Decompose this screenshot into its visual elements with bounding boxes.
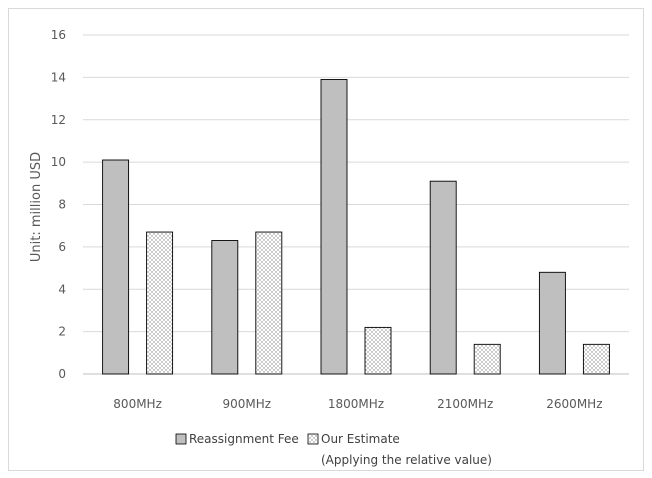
- bar-reassignment-fee: [102, 159, 130, 375]
- y-tick-label: 6: [58, 240, 66, 254]
- legend-label-our-estimate: Our Estimate: [321, 432, 400, 446]
- y-axis-label: Unit: million USD: [29, 152, 44, 262]
- bar-reassignment-fee: [538, 271, 566, 375]
- bar-our-estimate: [364, 326, 392, 375]
- legend-label-our-estimate-line2: (Applying the relative value): [321, 453, 492, 467]
- y-tick-label: 14: [51, 70, 66, 84]
- bar-our-estimate: [146, 231, 174, 375]
- bars: [102, 79, 610, 375]
- x-axis-ticks: 800MHz 900MHz 1800MHz 2100MHz 2600MHz: [113, 397, 602, 411]
- bar-reassignment-fee: [320, 79, 348, 375]
- y-axis-ticks: 0 2 4 6 8 10 12 14 16: [51, 28, 66, 381]
- bar-our-estimate: [582, 343, 610, 375]
- y-tick-label: 2: [58, 325, 66, 339]
- y-tick-label: 12: [51, 113, 66, 127]
- legend-label-reassignment-fee: Reassignment Fee: [189, 432, 299, 446]
- chart-frame: 0 2 4 6 8 10 12 14 16 800MHz 900MHz 1800MHz 2100MHz…: [8, 8, 644, 471]
- legend-swatch-our-estimate: [307, 433, 319, 445]
- y-tick-label: 0: [58, 367, 66, 381]
- bar-our-estimate: [255, 231, 283, 375]
- x-tick-label: 900MHz: [223, 397, 272, 411]
- x-tick-label: 1800MHz: [328, 397, 384, 411]
- x-tick-label: 800MHz: [113, 397, 162, 411]
- bar-reassignment-fee: [429, 180, 457, 375]
- y-tick-label: 16: [51, 28, 66, 42]
- bar-reassignment-fee: [211, 240, 239, 375]
- x-tick-label: 2600MHz: [546, 397, 602, 411]
- y-tick-label: 10: [51, 155, 66, 169]
- y-tick-label: 8: [58, 198, 66, 212]
- legend: Reassignment Fee Our Estimate (Applying …: [175, 432, 492, 467]
- bar-chart: 0 2 4 6 8 10 12 14 16 800MHz 900MHz 1800MHz 2100MHz…: [29, 28, 629, 467]
- x-tick-label: 2100MHz: [437, 397, 493, 411]
- y-tick-label: 4: [58, 282, 66, 296]
- gridlines: [83, 34, 629, 375]
- legend-swatch-reassignment-fee: [175, 433, 187, 445]
- bar-our-estimate: [473, 343, 501, 375]
